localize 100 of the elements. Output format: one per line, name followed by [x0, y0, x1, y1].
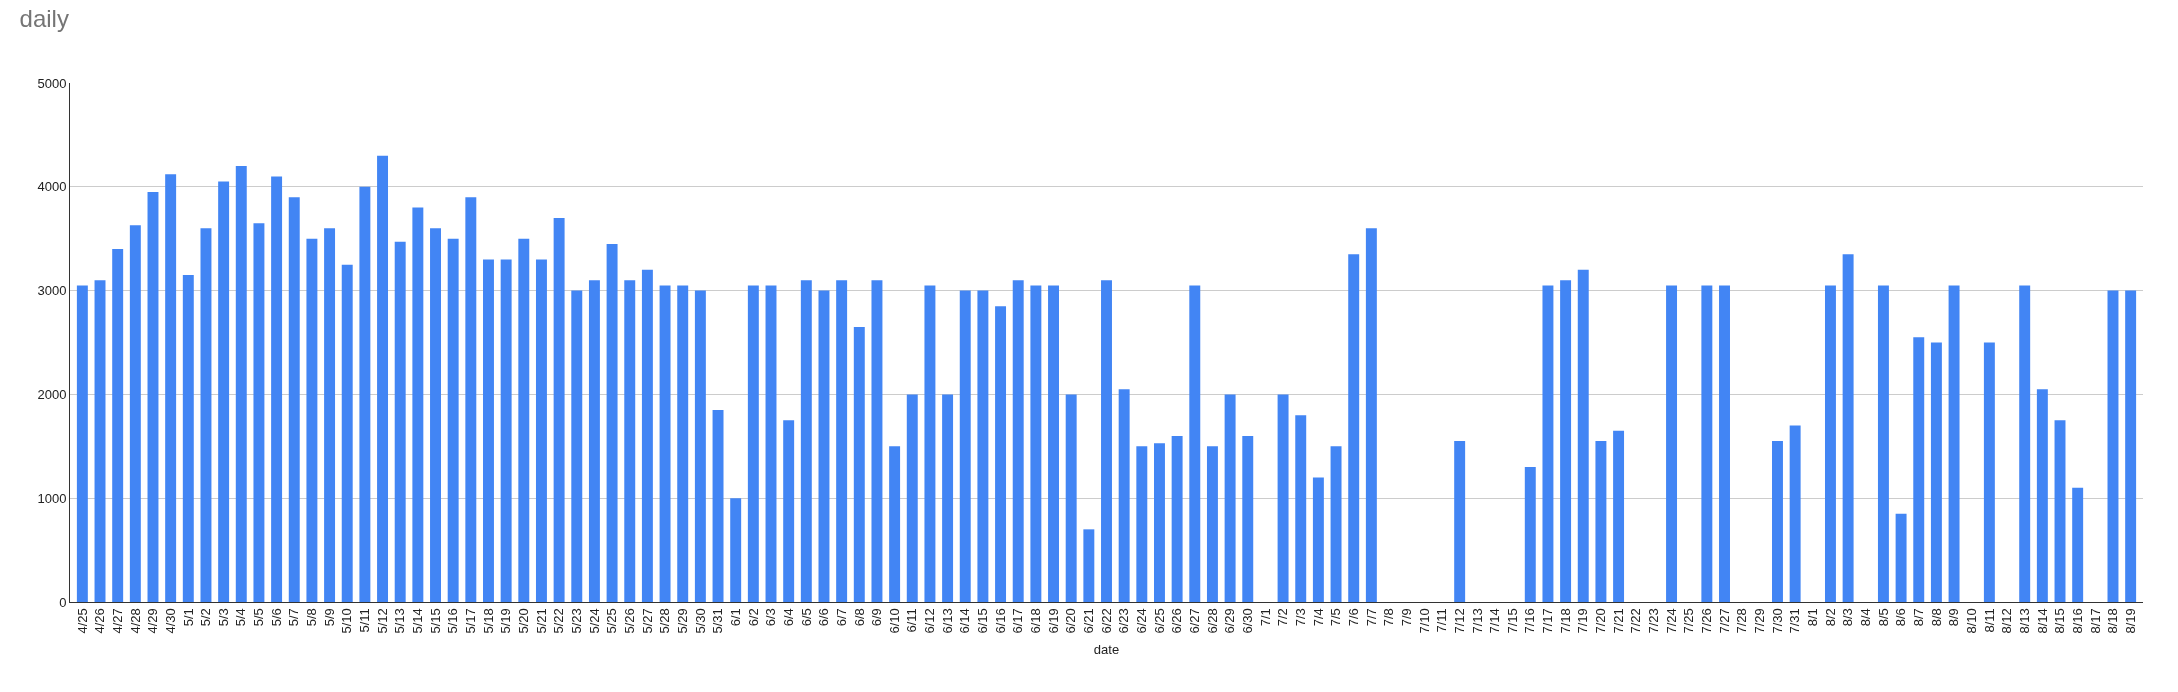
bar	[253, 223, 265, 602]
x-tick-label: 5/7	[286, 608, 302, 627]
bar	[1118, 389, 1130, 602]
x-tick-label: 6/21	[1081, 608, 1097, 634]
bar	[341, 264, 353, 602]
bar	[959, 290, 971, 602]
x-tick-label: 4/25	[74, 608, 90, 634]
x-tick-label: 6/22	[1098, 608, 1114, 634]
x-tick-label: 8/3	[1840, 608, 1856, 627]
x-tick-label: 7/9	[1398, 608, 1414, 627]
x-tick-label: 6/16	[992, 608, 1008, 634]
bar	[1348, 254, 1360, 602]
bar	[535, 259, 547, 602]
x-tick-label: 5/2	[198, 608, 214, 627]
bar	[1295, 415, 1307, 602]
x-tick-label: 8/5	[1875, 608, 1891, 627]
x-tick-label: 6/8	[851, 608, 867, 627]
bar	[359, 186, 371, 602]
bar	[165, 174, 177, 602]
bar	[377, 155, 389, 602]
x-tick-label: 6/29	[1222, 608, 1238, 634]
x-tick-label: 5/9	[321, 608, 337, 627]
x-tick-label: 7/13	[1469, 608, 1485, 634]
bar	[624, 280, 636, 602]
bar	[394, 241, 406, 602]
bar	[1224, 394, 1236, 602]
x-tick-label: 5/21	[533, 608, 549, 634]
bar	[2125, 290, 2137, 602]
bar	[1048, 285, 1059, 602]
bar	[2072, 487, 2084, 602]
y-tick-label: 4000	[37, 179, 67, 195]
x-tick-label: 6/27	[1187, 608, 1203, 634]
bar	[553, 217, 565, 602]
x-tick-label: 7/30	[1769, 608, 1785, 634]
x-tick-label: 8/1	[1805, 608, 1821, 627]
bar	[1577, 269, 1589, 602]
bar	[1595, 441, 1607, 602]
bar	[447, 238, 459, 602]
x-tick-label: 6/1	[727, 608, 743, 627]
bar	[2019, 285, 2031, 602]
x-tick-label: 8/18	[2105, 608, 2121, 634]
x-tick-label: 7/3	[1292, 608, 1308, 627]
x-tick-label: 8/11	[1981, 608, 1997, 633]
x-tick-label: 5/29	[674, 608, 690, 634]
bar	[765, 285, 777, 602]
x-tick-label: 5/28	[657, 608, 673, 634]
bar	[588, 280, 600, 602]
x-axis-title: date	[1093, 642, 1120, 658]
x-tick-label: 5/30	[692, 608, 708, 634]
x-tick-label: 8/16	[2069, 608, 2085, 634]
x-tick-label: 5/17	[463, 608, 479, 634]
x-tick-label: 8/19	[2122, 608, 2138, 634]
x-tick-label: 5/16	[445, 608, 461, 634]
x-tick-label: 6/5	[798, 608, 814, 627]
chart-title: daily	[19, 5, 69, 33]
x-tick-label: 4/26	[92, 608, 108, 634]
y-tick-label: 5000	[37, 75, 67, 91]
bar	[1877, 285, 1889, 602]
bar	[1772, 441, 1783, 602]
bar	[1365, 228, 1377, 602]
x-tick-label: 6/24	[1134, 608, 1150, 634]
bar	[306, 238, 318, 602]
bar	[412, 207, 424, 602]
x-tick-label: 6/15	[975, 608, 991, 634]
x-tick-label: 7/6	[1345, 608, 1361, 627]
x-tick-label: 8/9	[1946, 608, 1962, 627]
bar	[889, 446, 901, 602]
x-tick-label: 6/4	[780, 608, 796, 627]
x-tick-label: 6/14	[957, 608, 973, 634]
bar	[1454, 441, 1466, 602]
bar	[1154, 443, 1165, 602]
bar	[836, 280, 848, 602]
x-tick-label: 7/20	[1593, 608, 1609, 634]
x-tick-label: 7/24	[1663, 608, 1679, 634]
x-tick-label: 5/23	[568, 608, 584, 634]
bar	[1136, 446, 1148, 602]
x-tick-label: 7/19	[1575, 608, 1591, 634]
x-tick-label: 6/28	[1204, 608, 1220, 634]
x-tick-label: 4/30	[162, 608, 178, 634]
x-tick-label: 4/28	[127, 608, 143, 634]
bar	[1895, 513, 1907, 602]
x-tick-label: 4/27	[109, 608, 125, 634]
x-tick-label: 5/10	[339, 608, 355, 634]
bar	[1065, 394, 1077, 602]
bar	[1613, 430, 1625, 602]
x-tick-label: 5/22	[551, 608, 567, 634]
x-tick-label: 7/8	[1381, 608, 1397, 627]
bar	[1189, 285, 1201, 602]
bar	[2107, 290, 2119, 602]
x-tick-label: 8/10	[1963, 608, 1979, 634]
bar	[641, 269, 653, 602]
bar	[853, 326, 865, 602]
x-tick-label: 7/31	[1787, 608, 1803, 634]
bar	[659, 285, 671, 602]
x-tick-label: 8/12	[1999, 608, 2015, 634]
bar	[924, 285, 936, 602]
x-tick-label: 5/26	[621, 608, 637, 634]
bar	[677, 285, 689, 602]
x-tick-label: 5/12	[374, 608, 390, 634]
x-tick-label: 5/15	[427, 608, 443, 634]
